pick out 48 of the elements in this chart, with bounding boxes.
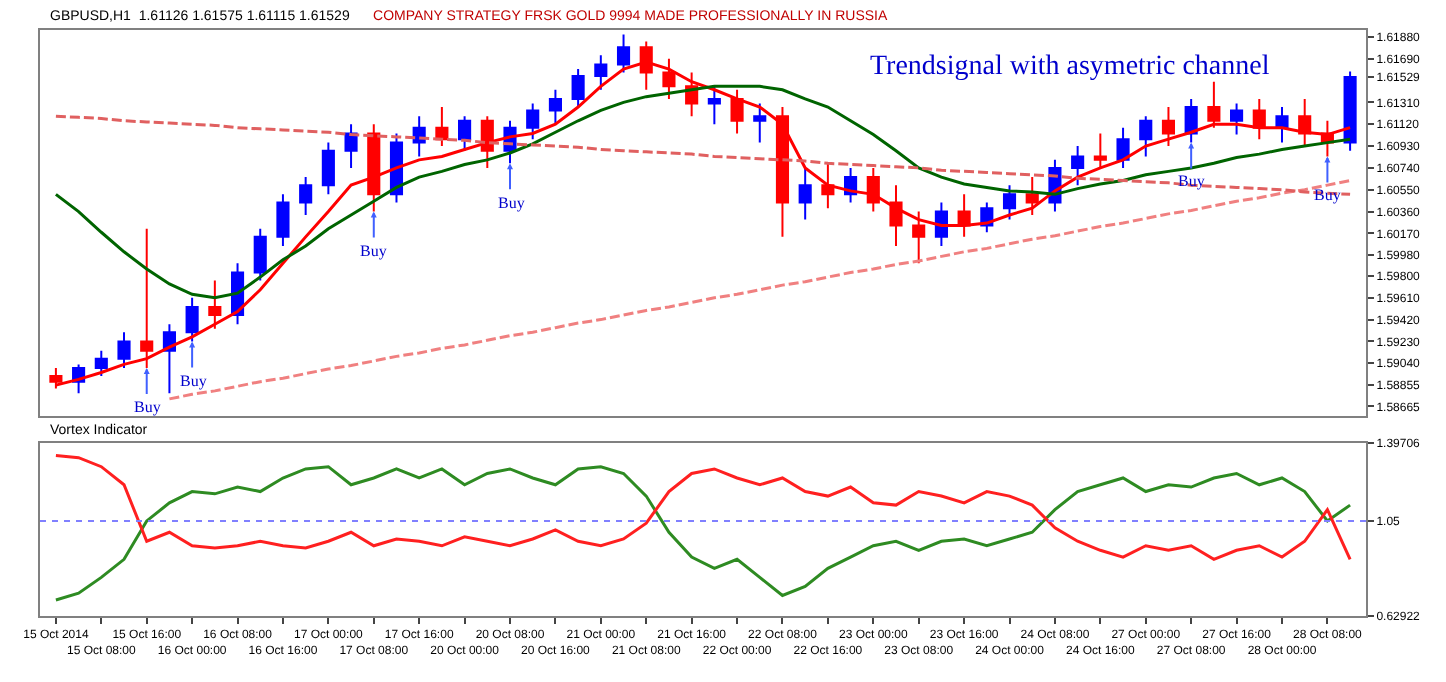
- candlestick: [208, 279, 222, 330]
- candlestick: [1002, 184, 1017, 221]
- candlestick: [548, 88, 562, 126]
- candlestick: [889, 184, 903, 248]
- annotation: Buy: [134, 398, 161, 416]
- line-series: [167, 179, 1352, 401]
- candlestick: [1071, 145, 1085, 187]
- candlestick: [1275, 106, 1289, 144]
- annotation: Trendsignal with asymetric channel: [870, 52, 1270, 82]
- candlestick: [1252, 97, 1266, 141]
- candlestick: [912, 210, 926, 265]
- line-series: [54, 84, 1352, 300]
- candlestick: [1116, 126, 1130, 169]
- candlestick: [458, 115, 472, 152]
- candlestick: [707, 85, 721, 126]
- candlestick: [1025, 176, 1039, 217]
- candlestick: [435, 106, 449, 148]
- candlestick: [412, 115, 426, 158]
- candlestick: [1161, 106, 1176, 148]
- candlestick: [571, 68, 585, 108]
- candlestick: [344, 123, 358, 169]
- candlestick: [753, 102, 767, 144]
- line-series: [54, 465, 1352, 602]
- candlestick: [299, 176, 313, 217]
- candlestick: [1230, 102, 1244, 136]
- candlestick: [798, 166, 812, 221]
- annotation: Buy: [498, 194, 525, 212]
- candlestick: [934, 201, 948, 248]
- candlestick: [253, 227, 267, 282]
- candlestick: [321, 141, 335, 196]
- candlestick: [594, 54, 608, 91]
- candlestick: [1093, 132, 1107, 169]
- candlestick: [526, 102, 540, 141]
- candlestick: [276, 193, 290, 248]
- candlestick: [821, 162, 835, 210]
- candlestick: [730, 88, 744, 135]
- candlestick: [775, 106, 790, 238]
- annotation: Buy: [180, 372, 207, 390]
- candlestick: [1139, 115, 1153, 158]
- candlestick: [1207, 80, 1221, 129]
- line-series: [54, 453, 1352, 561]
- candlestick: [94, 349, 108, 377]
- candlestick: [1343, 70, 1357, 152]
- candlestick: [1298, 97, 1312, 148]
- candlestick: [957, 193, 971, 238]
- candlestick: [616, 33, 631, 74]
- annotation: Buy: [360, 242, 387, 260]
- candlestick: [117, 331, 131, 369]
